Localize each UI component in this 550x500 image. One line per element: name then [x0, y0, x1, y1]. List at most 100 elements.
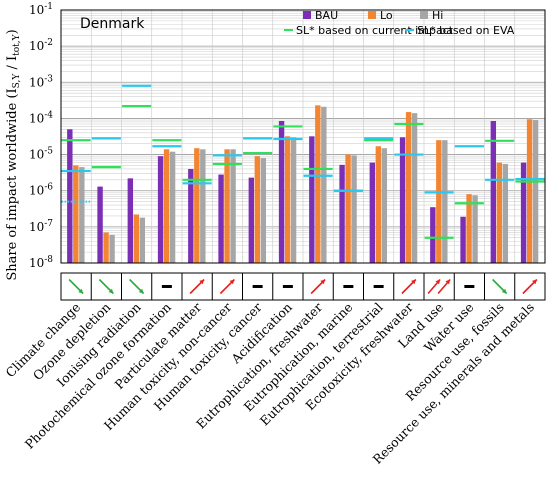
- trend-down-arrow-icon: [492, 278, 508, 295]
- trend-down-arrow-icon: [98, 278, 114, 295]
- trend-up-arrow-icon: [427, 278, 441, 295]
- y-tick-label: 10-1: [29, 2, 53, 17]
- bar-hi: [502, 163, 509, 263]
- bar-hi: [351, 155, 357, 263]
- y-tick-exponent: -3: [44, 74, 53, 84]
- y-tick-exponent: -1: [44, 2, 53, 12]
- bar-bau: [218, 174, 224, 263]
- bar-bau: [460, 216, 466, 263]
- bar-hi: [290, 137, 297, 263]
- bar-lo: [466, 194, 472, 263]
- y-tick-base: 10: [29, 39, 44, 53]
- y-axis-label-part: ): [5, 29, 20, 34]
- y-tick-base: 10: [29, 184, 44, 198]
- y-tick-label: 10-3: [29, 74, 53, 89]
- bar-lo: [526, 119, 533, 263]
- y-axis-label-sub: tot,Y: [12, 33, 22, 56]
- bar-lo: [103, 232, 109, 263]
- trend-arrow-row: [60, 272, 546, 301]
- legend-label: Hi: [432, 9, 443, 22]
- y-tick-exponent: -5: [44, 147, 53, 157]
- bar-lo: [496, 162, 503, 263]
- bar-hi: [169, 151, 176, 263]
- y-tick-label: 10-4: [29, 110, 53, 125]
- y-tick-base: 10: [29, 220, 44, 234]
- trend-down-arrow-icon: [68, 278, 84, 295]
- bar-lo: [194, 148, 200, 263]
- bar-hi: [532, 120, 539, 264]
- y-tick-base: 10: [29, 256, 44, 270]
- bar-bau: [369, 162, 376, 263]
- bar-lo: [315, 105, 321, 263]
- bar-lo: [133, 214, 140, 263]
- bar-lo: [284, 136, 291, 263]
- trend-up-arrow-icon: [310, 278, 326, 295]
- trend-up-arrow-icon: [437, 278, 451, 295]
- bar-bau: [97, 186, 103, 263]
- y-tick-base: 10: [29, 75, 44, 89]
- y-tick-label: 10-8: [29, 255, 53, 270]
- bar-layer: [67, 105, 539, 264]
- y-tick-base: 10: [29, 3, 44, 17]
- y-axis-label-part: Share of impact worldwide (I: [5, 88, 20, 280]
- y-tick-exponent: -7: [44, 219, 53, 229]
- legend-swatch: [368, 11, 376, 19]
- bar-hi: [442, 140, 448, 263]
- bar-lo: [254, 156, 261, 263]
- bar-bau: [67, 129, 73, 263]
- plot-frame: [60, 9, 546, 264]
- threshold-layer: [61, 84, 545, 239]
- bar-lo: [405, 112, 412, 263]
- y-tick-base: 10: [29, 148, 44, 162]
- y-tick-exponent: -8: [44, 255, 53, 265]
- bar-hi: [321, 106, 327, 263]
- bar-bau: [430, 207, 436, 263]
- bar-bau: [157, 156, 164, 263]
- legend-swatch: [420, 11, 428, 19]
- bar-lo: [375, 146, 382, 263]
- y-tick-label: 10-5: [29, 147, 53, 162]
- y-tick-label: 10-2: [29, 38, 53, 53]
- bar-hi: [472, 195, 478, 263]
- bar-hi: [260, 158, 267, 263]
- trend-up-arrow-icon: [401, 278, 417, 295]
- legend-label: Lo: [380, 9, 393, 22]
- bar-bau: [248, 177, 255, 263]
- bar-bau: [520, 162, 527, 263]
- y-axis-label-part: / I: [5, 56, 20, 74]
- bar-lo: [163, 149, 170, 263]
- trend-up-arrow-icon: [189, 278, 205, 295]
- trend-up-arrow-icon: [522, 278, 538, 295]
- y-tick-base: 10: [29, 111, 44, 125]
- bar-bau: [339, 164, 345, 263]
- bar-bau: [399, 137, 406, 263]
- bar-hi: [411, 113, 418, 263]
- bar-lo: [73, 165, 79, 263]
- bar-bau: [490, 120, 497, 263]
- legend-label: SL* based on EVA: [417, 24, 515, 37]
- y-tick-labels: 10-810-710-610-510-410-310-210-1: [29, 2, 53, 270]
- trend-up-arrow-icon: [219, 278, 235, 295]
- bar-hi: [381, 148, 388, 263]
- bar-lo: [224, 149, 230, 263]
- bar-bau: [127, 178, 134, 263]
- bar-bau: [309, 136, 315, 263]
- y-tick-label: 10-7: [29, 219, 53, 234]
- legend-swatch: [303, 11, 311, 19]
- legend-label: SL* based on current impact: [296, 24, 454, 37]
- y-axis-label-sub: S,Y: [12, 73, 22, 89]
- bar-lo: [345, 154, 351, 263]
- bar-hi: [109, 234, 115, 263]
- chart-title: Denmark: [80, 16, 145, 32]
- bar-lo: [436, 140, 442, 263]
- legend-label: BAU: [315, 9, 338, 22]
- y-axis-label: Share of impact worldwide (IS,Y / Itot,Y…: [5, 29, 22, 280]
- bar-bau: [278, 120, 285, 263]
- bar-hi: [139, 217, 146, 263]
- y-tick-exponent: -6: [44, 183, 53, 193]
- bar-hi: [79, 167, 85, 263]
- y-tick-label: 10-6: [29, 183, 53, 198]
